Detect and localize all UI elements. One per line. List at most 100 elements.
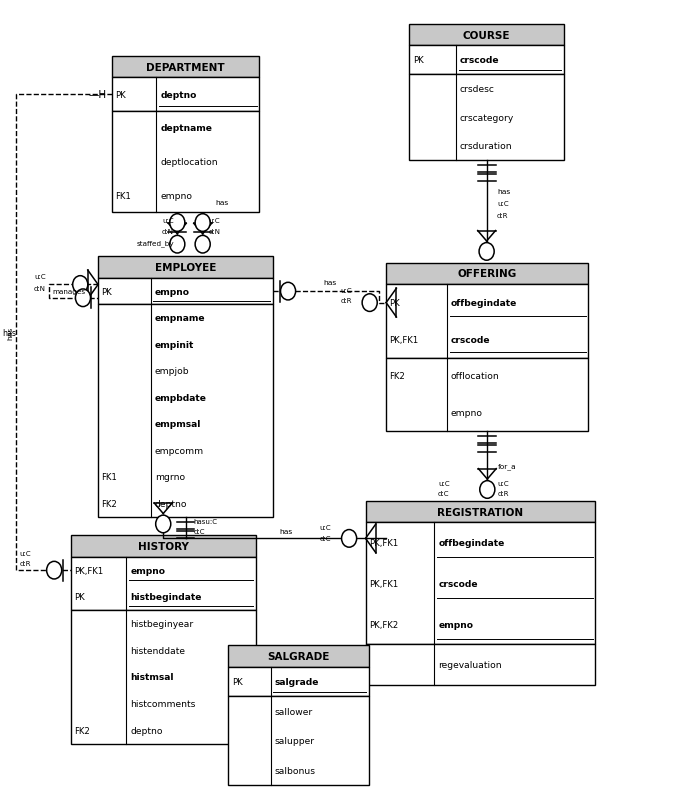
Text: regevaluation: regevaluation: [439, 660, 502, 670]
Text: d:C: d:C: [319, 535, 331, 541]
Text: deptlocation: deptlocation: [160, 158, 218, 167]
Bar: [228, 645, 369, 666]
Text: empmsal: empmsal: [155, 419, 201, 429]
Text: d:R: d:R: [19, 561, 30, 566]
Text: offbegindate: offbegindate: [439, 538, 505, 548]
Text: FK2: FK2: [74, 726, 90, 735]
Text: PK: PK: [232, 677, 243, 686]
Circle shape: [170, 214, 185, 232]
Text: d:R: d:R: [340, 298, 352, 304]
Bar: [112, 112, 259, 213]
Circle shape: [72, 277, 88, 294]
Text: EMPLOYEE: EMPLOYEE: [155, 263, 216, 273]
Text: staffed_by: staffed_by: [136, 240, 174, 246]
Text: u:C: u:C: [208, 218, 220, 224]
Text: empno: empno: [439, 620, 473, 629]
Text: HISTORY: HISTORY: [138, 541, 188, 551]
Text: PK: PK: [413, 56, 424, 65]
Text: empno: empno: [155, 287, 190, 296]
Text: crscode: crscode: [439, 579, 478, 588]
Text: FK1: FK1: [115, 192, 131, 200]
Bar: [228, 666, 369, 696]
Text: histbeginyear: histbeginyear: [130, 619, 194, 628]
Text: crscode: crscode: [460, 56, 500, 65]
Circle shape: [75, 290, 90, 307]
Text: d:R: d:R: [497, 213, 509, 219]
Circle shape: [195, 214, 210, 232]
Text: hasu:C: hasu:C: [194, 518, 218, 524]
Text: u:C: u:C: [340, 287, 352, 294]
Text: mgrno: mgrno: [155, 473, 185, 482]
Text: —H: —H: [88, 90, 106, 100]
Bar: [366, 645, 595, 685]
Bar: [409, 25, 564, 47]
Text: sallower: sallower: [275, 707, 313, 715]
Bar: [409, 75, 564, 161]
Text: empno: empno: [160, 192, 192, 200]
Circle shape: [479, 243, 494, 261]
Text: PK,FK1: PK,FK1: [390, 335, 419, 344]
Text: empbdate: empbdate: [155, 393, 206, 403]
Text: empname: empname: [155, 314, 206, 322]
Bar: [386, 285, 589, 358]
Text: FK2: FK2: [101, 500, 117, 508]
Text: d:R: d:R: [497, 491, 509, 497]
Text: deptname: deptname: [160, 124, 212, 133]
Text: d:N: d:N: [34, 286, 46, 291]
Text: u:C: u:C: [162, 218, 174, 224]
Text: crscategory: crscategory: [460, 113, 514, 123]
Text: histenddate: histenddate: [130, 646, 186, 655]
Text: empinit: empinit: [155, 340, 194, 350]
Text: SALGRADE: SALGRADE: [268, 651, 330, 661]
Circle shape: [281, 283, 295, 301]
Text: PK: PK: [74, 593, 85, 602]
Text: deptno: deptno: [160, 91, 197, 99]
Bar: [366, 501, 595, 523]
Text: salupper: salupper: [275, 736, 315, 745]
Text: empjob: empjob: [155, 367, 189, 376]
Text: u:C: u:C: [497, 480, 509, 487]
Bar: [98, 257, 273, 278]
Circle shape: [170, 236, 185, 253]
Text: PK: PK: [390, 298, 400, 308]
Text: PK,FK2: PK,FK2: [369, 620, 398, 629]
Text: offlocation: offlocation: [451, 372, 500, 381]
Bar: [409, 47, 564, 75]
Text: histcomments: histcomments: [130, 699, 196, 708]
Text: has: has: [497, 189, 510, 195]
Text: d:N: d:N: [208, 229, 220, 235]
Text: crscode: crscode: [451, 335, 491, 344]
Text: u:C: u:C: [438, 480, 450, 487]
Circle shape: [480, 481, 495, 499]
Bar: [112, 57, 259, 79]
Text: FK1: FK1: [101, 473, 117, 482]
Bar: [386, 263, 589, 285]
Bar: [386, 358, 589, 431]
Text: deptno: deptno: [130, 726, 163, 735]
Text: DEPARTMENT: DEPARTMENT: [146, 63, 225, 72]
Circle shape: [47, 561, 61, 579]
Text: offbegindate: offbegindate: [451, 298, 518, 308]
Text: empcomm: empcomm: [155, 447, 204, 456]
Text: d:N: d:N: [162, 229, 174, 235]
Circle shape: [362, 294, 377, 312]
Text: has: has: [2, 328, 16, 338]
Bar: [98, 305, 273, 517]
Bar: [70, 610, 256, 743]
Text: histbegindate: histbegindate: [130, 593, 201, 602]
Text: u:C: u:C: [34, 274, 46, 280]
Text: salgrade: salgrade: [275, 677, 319, 686]
Text: has: has: [323, 279, 336, 286]
Bar: [70, 536, 256, 557]
Text: COURSE: COURSE: [463, 30, 511, 41]
Text: PK: PK: [101, 287, 112, 296]
Bar: [70, 557, 256, 610]
Bar: [112, 79, 259, 112]
Text: u:C: u:C: [497, 201, 509, 207]
Text: d:C: d:C: [194, 529, 205, 534]
Text: OFFERING: OFFERING: [457, 269, 517, 279]
Text: salbonus: salbonus: [275, 766, 316, 775]
Text: u:C: u:C: [19, 550, 31, 556]
Bar: [228, 696, 369, 785]
Circle shape: [156, 516, 170, 533]
